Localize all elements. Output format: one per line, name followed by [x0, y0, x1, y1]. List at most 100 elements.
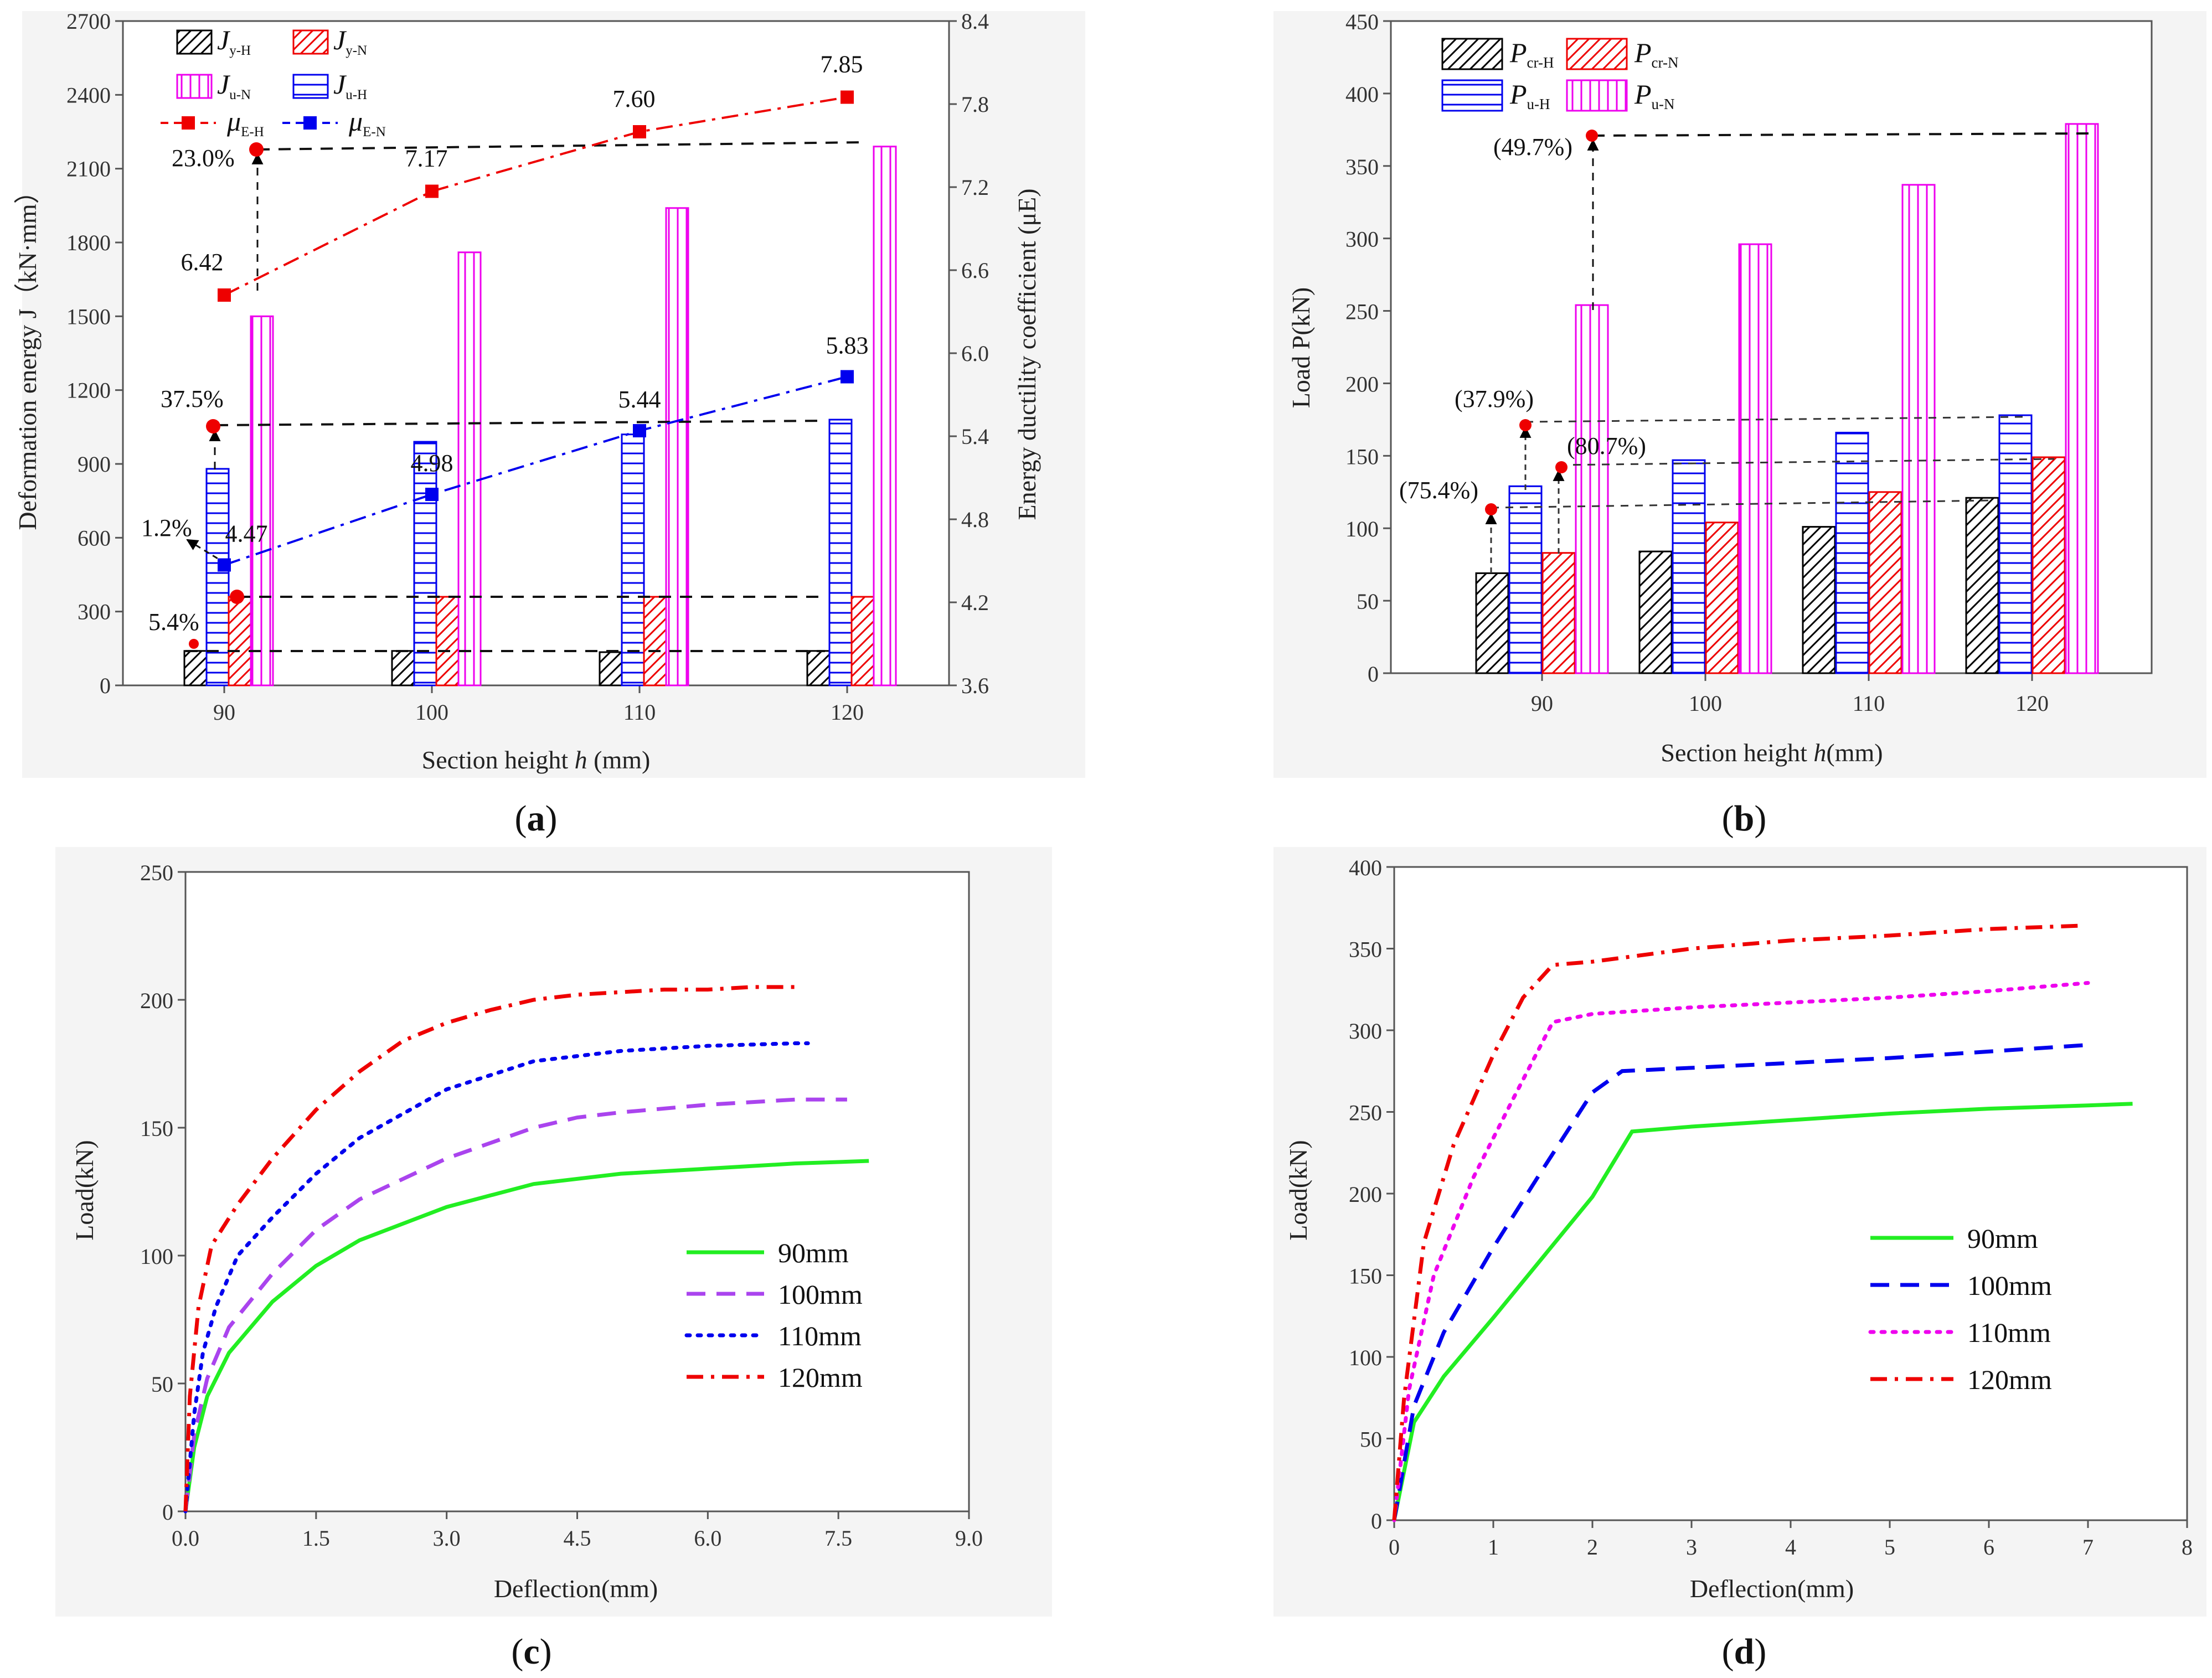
bar-Ju-H-100: [413, 441, 437, 686]
tick-y-150: 150: [1345, 444, 1379, 469]
legend-swatch-Ju-N: [176, 74, 213, 99]
bar-Ju-H-90: [205, 468, 230, 686]
label-μE-N-120: 5.83: [826, 332, 869, 359]
panel-d: 0 1 2 3 4 5 6 7 8 0 50 100 150 200 250 300 350 400 90mm 10…: [1273, 847, 2206, 1672]
bar-Ju-N-120: [873, 146, 897, 686]
bar-Pu-N-120: [2065, 123, 2099, 674]
panel-a-annotations: 23.0% 37.5% 1.2% 5.4%: [141, 142, 264, 649]
annotation-80-7: (80.7%): [1567, 432, 1646, 459]
label-μE-H-120: 7.85: [821, 51, 863, 78]
tick-left-900: 900: [78, 452, 111, 477]
tick-x-110: 110: [623, 700, 656, 725]
tick-x-1: 1: [1488, 1535, 1499, 1560]
panel-c-y-label: Load(kN): [70, 1140, 99, 1240]
tick-left-300: 300: [78, 600, 111, 624]
panel-c: 0.0 1.5 3.0 4.5 6.0 7.5 9.0 0 50 100 150 200 250 90m…: [55, 847, 1052, 1672]
panel-b: 0 50 100 150 200 250 300 350 400 450 90 100 110 120 (…: [1273, 9, 2206, 839]
tick-y-250: 250: [1345, 300, 1379, 324]
tick-y-50: 50: [1357, 589, 1379, 614]
tick-y-50: 50: [1360, 1427, 1382, 1452]
bar-Pcr-N-110: [1868, 491, 1902, 674]
bar-Ju-H-120: [828, 419, 853, 686]
tick-left-0: 0: [100, 673, 111, 698]
marker-μE-H-100: [425, 184, 439, 198]
tick-right-7.2: 7.2: [961, 175, 989, 200]
bar-Pcr-H-120: [1965, 497, 1999, 674]
legend-label-Jy-N: Jy-N: [333, 24, 367, 58]
legend-label-100mm: 100mm: [778, 1279, 863, 1310]
bar-Pu-H-120: [1998, 414, 2033, 674]
marker-μE-H-110: [633, 125, 646, 138]
tick-right-4.2: 4.2: [961, 590, 989, 615]
tick-x-7.5: 7.5: [824, 1526, 852, 1551]
marker-μE-N-110: [633, 424, 646, 437]
tick-x-0: 0: [1389, 1535, 1400, 1560]
panel-a-plot-area: [122, 20, 950, 686]
legend-swatch-Pu-H: [1441, 79, 1503, 112]
tick-y-100: 100: [1345, 517, 1379, 541]
bar-Pcr-H-90: [1475, 572, 1509, 674]
legend-label-110mm: 110mm: [778, 1320, 862, 1351]
tick-y-150: 150: [1349, 1264, 1382, 1289]
tick-x-7: 7: [2082, 1535, 2094, 1560]
tick-x-120: 120: [2015, 691, 2049, 716]
annotation-37-5: 37.5%: [161, 385, 224, 412]
tick-x-90: 90: [1531, 691, 1553, 716]
tick-y-100: 100: [1349, 1345, 1382, 1370]
tick-right-6.6: 6.6: [961, 258, 989, 283]
tick-left-1800: 1800: [66, 230, 111, 255]
legend-label-90mm: 90mm: [1967, 1223, 2038, 1254]
panel-a-lines: 6.42 7.17 7.60 7.85 4.47 4.98 5.44 5.83: [181, 51, 869, 572]
tick-x-90: 90: [213, 700, 235, 725]
tick-right-8.4: 8.4: [961, 9, 989, 34]
panel-c-plot-area: [184, 871, 970, 1512]
bar-Pu-N-100: [1738, 243, 1772, 674]
bar-Pu-H-90: [1508, 485, 1543, 674]
annotation-5-4: 5.4%: [148, 608, 199, 636]
marker-μE-N-100: [425, 488, 439, 501]
bar-Pu-N-110: [1901, 184, 1936, 674]
series-120mm: [1392, 923, 2079, 1521]
tick-x-8: 8: [2182, 1535, 2193, 1560]
label-μE-N-100: 4.98: [411, 450, 453, 477]
bar-Jy-N-90: [228, 596, 252, 686]
tick-y-400: 400: [1345, 82, 1379, 107]
panel-a-y-label-right: Energy ductility coefficient (μE): [1013, 188, 1041, 520]
panel-a-reference-lines: [185, 141, 864, 652]
bar-Jy-H-100: [391, 650, 415, 686]
tick-x-4: 4: [1785, 1535, 1796, 1560]
tick-x-6.0: 6.0: [694, 1526, 721, 1551]
tick-y-350: 350: [1345, 154, 1379, 179]
bar-Pu-H-110: [1835, 431, 1869, 674]
tick-x-3: 3: [1686, 1535, 1697, 1560]
bar-Ju-N-90: [250, 315, 274, 686]
annotation-37-9: (37.9%): [1455, 385, 1534, 412]
legend-marker-μE-N: [303, 116, 317, 130]
tick-left-2400: 2400: [66, 82, 111, 107]
tick-y-50: 50: [151, 1372, 173, 1397]
panel-d-y-label: Load(kN): [1284, 1140, 1312, 1240]
panel-c-caption: (c): [511, 1631, 551, 1672]
panel-a-x-label: Section height h (mm): [422, 746, 651, 774]
panel-a-bars: [183, 146, 897, 686]
bar-Jy-H-120: [806, 650, 831, 686]
tick-left-1500: 1500: [66, 304, 111, 329]
series-90mm: [183, 1159, 869, 1512]
panel-a-caption: (a): [515, 798, 558, 839]
panel-a-y-label-left: Deformation energy J（kN·mm）: [13, 178, 42, 530]
tick-x-110: 110: [1853, 691, 1885, 716]
label-μE-H-90: 6.42: [181, 249, 224, 276]
legend-swatch-Pcr-H: [1441, 38, 1503, 70]
tick-y-250: 250: [140, 860, 173, 885]
bar-Pcr-H-110: [1802, 526, 1836, 674]
bar-Jy-N-110: [643, 596, 667, 686]
panel-b-legend: Pcr-H Pu-H Pcr-N Pu-N: [1441, 37, 1678, 112]
legend-label-90mm: 90mm: [778, 1237, 849, 1268]
legend-marker-μE-H: [182, 116, 195, 130]
panel-b-y-ticks: 0 50 100 150 200 250 300 350 400 450 90 100 110 120: [1345, 9, 2049, 716]
bar-Pcr-H-100: [1638, 550, 1673, 674]
bar-Pcr-N-100: [1705, 522, 1739, 674]
legend-label-100mm: 100mm: [1967, 1270, 2052, 1301]
tick-y-450: 450: [1345, 9, 1379, 34]
